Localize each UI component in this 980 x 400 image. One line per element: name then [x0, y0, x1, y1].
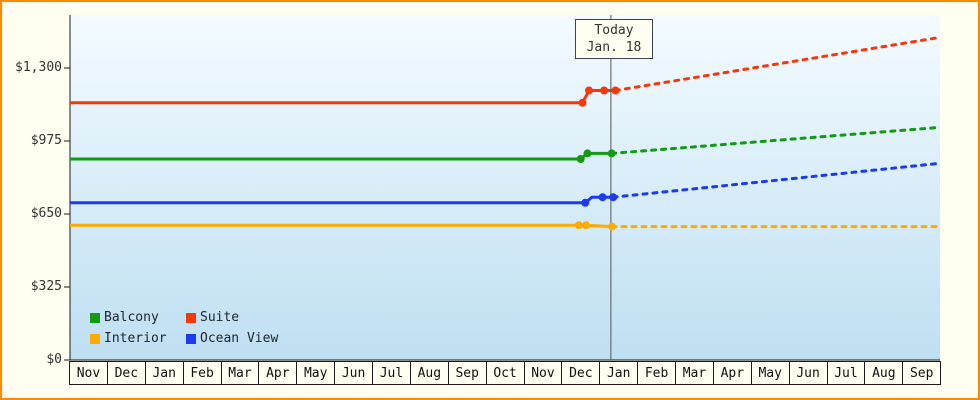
legend-item: Ocean View [186, 331, 278, 346]
series-marker-ocean-view [609, 193, 618, 202]
legend-swatch [90, 312, 100, 323]
legend-label: Balcony [104, 310, 159, 325]
x-axis-month-label: Sep [902, 361, 942, 385]
legend-swatch [186, 333, 196, 344]
legend-label: Ocean View [200, 331, 279, 346]
chart-legend: Balcony Suite Interior Ocean View [90, 310, 278, 346]
x-axis-month-label: Mar [675, 361, 714, 385]
series-marker-interior [608, 222, 616, 231]
x-axis-month-label: Apr [258, 361, 298, 385]
series-marker-balcony [576, 155, 585, 163]
legend-swatch [90, 333, 100, 344]
series-marker-interior [581, 221, 590, 230]
series-marker-ocean-view [598, 193, 607, 202]
x-axis-month-label: Mar [220, 361, 260, 385]
x-axis-month-label: Sep [447, 361, 487, 385]
legend-swatch [186, 312, 196, 323]
legend-item: Suite [186, 310, 278, 325]
series-forecast-suite [614, 36, 940, 92]
x-axis-month-label: Aug [409, 361, 449, 385]
series-marker-suite [611, 86, 620, 95]
legend-label: Interior [104, 331, 167, 346]
x-axis-month-label: Dec [561, 361, 601, 385]
legend-item: Balcony [90, 310, 186, 325]
series-forecast-balcony [610, 126, 940, 155]
x-axis-month-label: Oct [485, 361, 525, 385]
series-marker-suite [585, 86, 593, 95]
x-axis-month-label: Nov [523, 361, 563, 385]
series-marker-ocean-view [581, 198, 590, 207]
today-label: Today [594, 23, 634, 38]
x-axis-months: Nov Dec Jan Feb Mar Apr May Jun Jul Aug Sep Oct Nov D… [69, 361, 942, 385]
plot-background [70, 15, 940, 360]
x-axis-month-label: Jan [599, 361, 639, 385]
x-axis-month-label: Jun [334, 361, 373, 385]
legend-label: Suite [200, 310, 240, 325]
x-axis-month-label: May [296, 361, 336, 385]
x-axis-month-label: Jun [788, 361, 828, 385]
series-marker-interior [574, 221, 583, 230]
x-axis-month-label: May [750, 361, 790, 385]
x-axis-month-label: Nov [69, 361, 108, 385]
x-axis-month-label: Aug [864, 361, 904, 385]
x-axis-month-label: Feb [637, 361, 676, 385]
today-annotation: Today Jan. 18 [575, 19, 653, 59]
legend-item: Interior [90, 331, 186, 346]
series-forecast-ocean-view [611, 162, 940, 199]
series-marker-balcony [583, 149, 592, 158]
series-history-interior [70, 223, 613, 229]
x-axis-month-label: Dec [106, 361, 146, 385]
series-marker-suite [578, 98, 587, 107]
x-axis-month-label: Feb [182, 361, 222, 385]
x-axis-month-label: Jan [144, 361, 184, 385]
x-axis-month-label: Apr [712, 361, 752, 385]
series-marker-suite [600, 86, 609, 95]
series-marker-balcony [607, 149, 616, 158]
series-history-balcony [70, 151, 612, 161]
x-axis-month-label: Jul [826, 361, 866, 385]
x-axis-month-label: Jul [372, 361, 411, 385]
today-date: Jan. 18 [586, 40, 642, 55]
